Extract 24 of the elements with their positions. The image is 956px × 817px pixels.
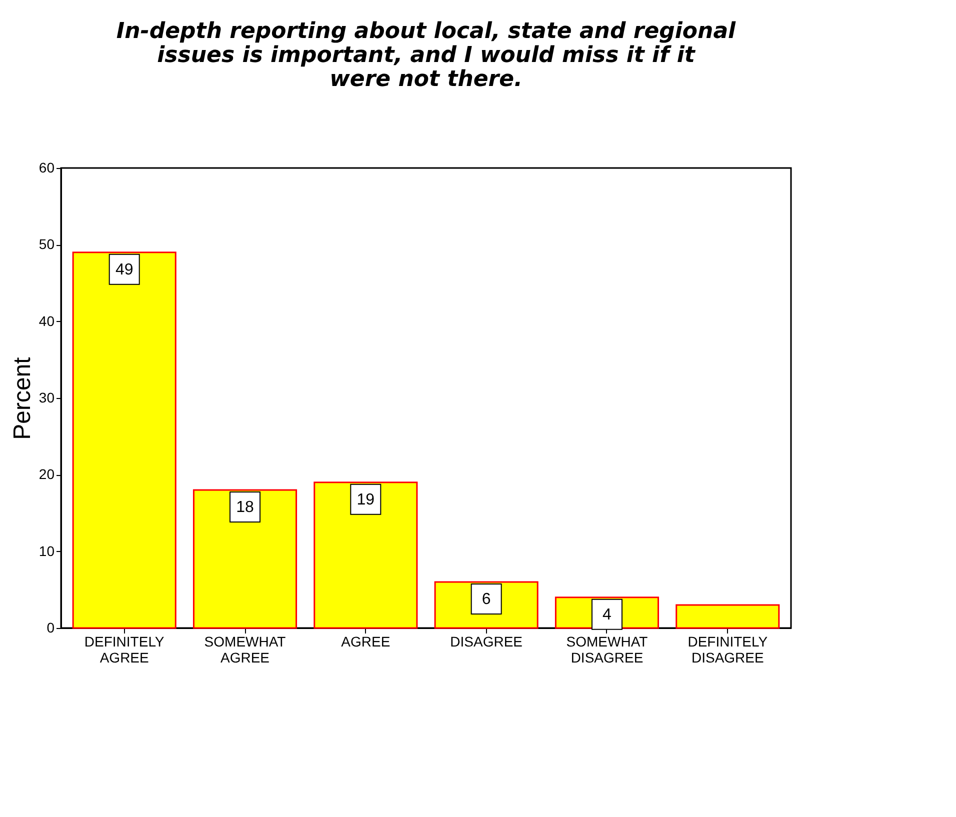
bar [72,252,176,629]
x-tick-label: SOMEWHAT AGREE [204,634,286,666]
data-label: 49 [115,261,134,278]
data-label: 19 [356,491,375,508]
x-tick-label: DISAGREE [450,634,523,650]
data-label: 18 [236,499,254,516]
y-tick-label: 40 [38,312,55,329]
data-label: 4 [602,606,612,624]
x-tick-label: AGREE [341,634,390,650]
chart-title: In-depth reporting about local, state and regional issues is important, and I would miss it if it were not there. [116,19,736,92]
bar [676,604,780,629]
x-tick-label: DEFINITELY DISAGREE [688,634,768,666]
y-tick-label: 60 [38,160,55,176]
y-tick-label: 0 [46,620,55,636]
y-axis-title: Percent [8,356,36,440]
y-tick-label: 10 [38,542,55,559]
y-tick-label: 30 [38,390,55,406]
bar [192,489,298,629]
x-tick-label: SOMEWHAT DISAGREE [566,634,648,666]
y-tick-label: 50 [38,236,55,252]
data-label: 6 [482,591,491,608]
x-tick-label: DEFINITELY AGREE [84,634,165,666]
y-tick-label: 20 [38,466,55,482]
bar [314,482,418,629]
